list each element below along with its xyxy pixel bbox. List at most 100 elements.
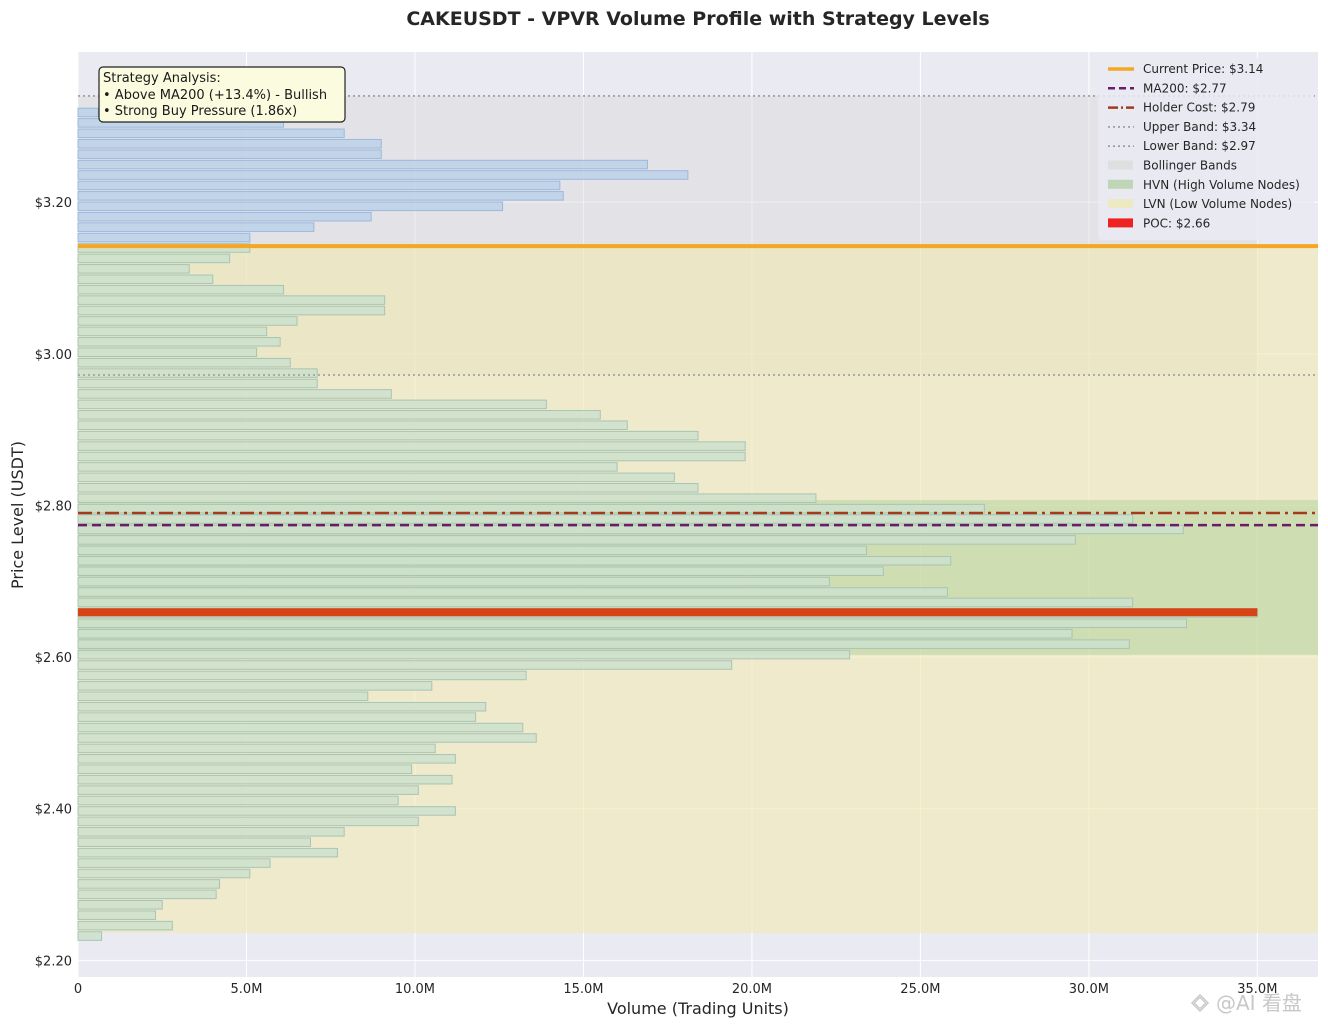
volume-bars (77, 107, 1258, 941)
volume-bar (77, 910, 156, 920)
volume-bar (77, 159, 648, 170)
legend-label: LVN (Low Volume Nodes) (1143, 197, 1292, 211)
volume-bar (77, 503, 985, 514)
legend-item: LVN (Low Volume Nodes) (1108, 197, 1292, 211)
volume-bar (77, 858, 271, 868)
volume-bar (77, 555, 952, 566)
y-tick-label: $2.60 (35, 651, 72, 666)
y-axis-ticks: $2.20 $2.40 $2.60 $2.80 $3.00 $3.20 (35, 196, 72, 969)
y-tick-label: $3.00 (35, 348, 72, 363)
volume-bar (77, 628, 1073, 639)
volume-bar (77, 576, 830, 587)
x-axis-ticks: 0 5.0M 10.0M 15.0M 20.0M 25.0M 30.0M 35.0M (74, 982, 1278, 997)
volume-bar (77, 920, 173, 931)
volume-bar (77, 128, 345, 139)
legend-label: Current Price: $3.14 (1143, 62, 1263, 76)
legend-swatch (1108, 160, 1133, 170)
volume-bar (77, 211, 372, 222)
legend-frame (1098, 58, 1314, 240)
volume-bar (77, 597, 1134, 608)
volume-bar (77, 587, 948, 597)
volume-bar (77, 201, 504, 212)
y-tick-label: $3.20 (35, 196, 72, 211)
strategy-analysis-ma200: • Above MA200 (+13.4%) - Bullish (103, 88, 327, 103)
x-tick-label: 10.0M (395, 982, 435, 997)
y-tick-label: $2.40 (35, 803, 72, 818)
legend-label: Bollinger Bands (1143, 159, 1237, 173)
strategy-analysis-pressure: • Strong Buy Pressure (1.86x) (103, 104, 297, 119)
volume-bar (77, 170, 689, 180)
legend-item: Bollinger Bands (1108, 159, 1237, 173)
volume-bar (77, 889, 217, 900)
volume-bar (77, 357, 291, 368)
volume-bar (77, 337, 281, 347)
volume-bar (77, 670, 527, 681)
volume-bar (77, 660, 733, 670)
volume-bar (77, 410, 601, 420)
volume-bar (77, 222, 315, 232)
legend-label: Upper Band: $3.34 (1143, 120, 1256, 134)
volume-bar (77, 524, 1184, 535)
diamond-logo-icon (1190, 993, 1210, 1013)
volume-bar (77, 827, 345, 837)
volume-bar (77, 639, 1130, 649)
volume-bar (77, 879, 221, 889)
x-tick-label: 15.0M (563, 982, 603, 997)
volume-bar (77, 681, 433, 691)
volume-bar (77, 107, 99, 118)
watermark-text: @AI 看盘 (1216, 991, 1302, 1015)
volume-bar (77, 138, 382, 149)
y-tick-label: $2.20 (35, 954, 72, 969)
volume-bar (77, 764, 413, 775)
volume-bar (77, 900, 163, 910)
volume-bar (77, 472, 675, 483)
volume-bar (77, 253, 231, 264)
volume-bar (77, 149, 382, 159)
x-tick-label: 25.0M (900, 982, 940, 997)
volume-bar (77, 399, 547, 410)
legend-swatch (1108, 179, 1133, 189)
volume-bar (77, 691, 369, 702)
volume-bar (77, 462, 618, 472)
volume-bar (77, 701, 487, 712)
x-tick-label: 20.0M (732, 982, 772, 997)
volume-bar (77, 535, 1076, 545)
volume-bar (77, 316, 298, 326)
volume-bar (77, 232, 251, 243)
volume-bar (77, 754, 456, 764)
volume-bar (77, 191, 564, 201)
volume-bar (77, 180, 561, 191)
x-tick-label: 35.0M (1237, 982, 1277, 997)
volume-bar (77, 837, 311, 848)
volume-bar (77, 931, 103, 941)
x-tick-label: 30.0M (1069, 982, 1109, 997)
volume-bar (77, 722, 524, 733)
legend-swatch (1108, 199, 1133, 209)
volume-bar (77, 514, 1134, 524)
volume-bar (77, 451, 746, 462)
legend-label: POC: $2.66 (1143, 216, 1210, 230)
volume-bar (77, 284, 285, 295)
strategy-analysis-frame (98, 66, 346, 123)
volume-bar (77, 743, 436, 754)
volume-bar (77, 712, 477, 722)
volume-bar (77, 274, 214, 285)
volume-bar (77, 378, 318, 389)
volume-bar (77, 618, 1188, 629)
chart-title: CAKEUSDT - VPVR Volume Profile with Stra… (406, 8, 989, 30)
volume-bar (77, 816, 419, 827)
volume-bar (77, 806, 456, 816)
volume-bar (77, 326, 268, 337)
legend-item: HVN (High Volume Nodes) (1108, 178, 1300, 192)
legend-swatch (1108, 218, 1133, 228)
volume-bar (77, 264, 190, 274)
watermark: @AI 看盘 (1190, 991, 1302, 1015)
volume-bar (77, 545, 867, 556)
strategy-analysis-box: Strategy Analysis: • Above MA200 (+13.4%… (98, 66, 346, 123)
legend: Current Price: $3.14 MA200: $2.77 Holder C… (1098, 58, 1314, 240)
legend-label: MA200: $2.77 (1143, 81, 1227, 95)
volume-bar (77, 430, 699, 441)
x-tick-label: 0 (74, 982, 82, 997)
legend-item: Current Price: $3.14 (1108, 62, 1263, 76)
